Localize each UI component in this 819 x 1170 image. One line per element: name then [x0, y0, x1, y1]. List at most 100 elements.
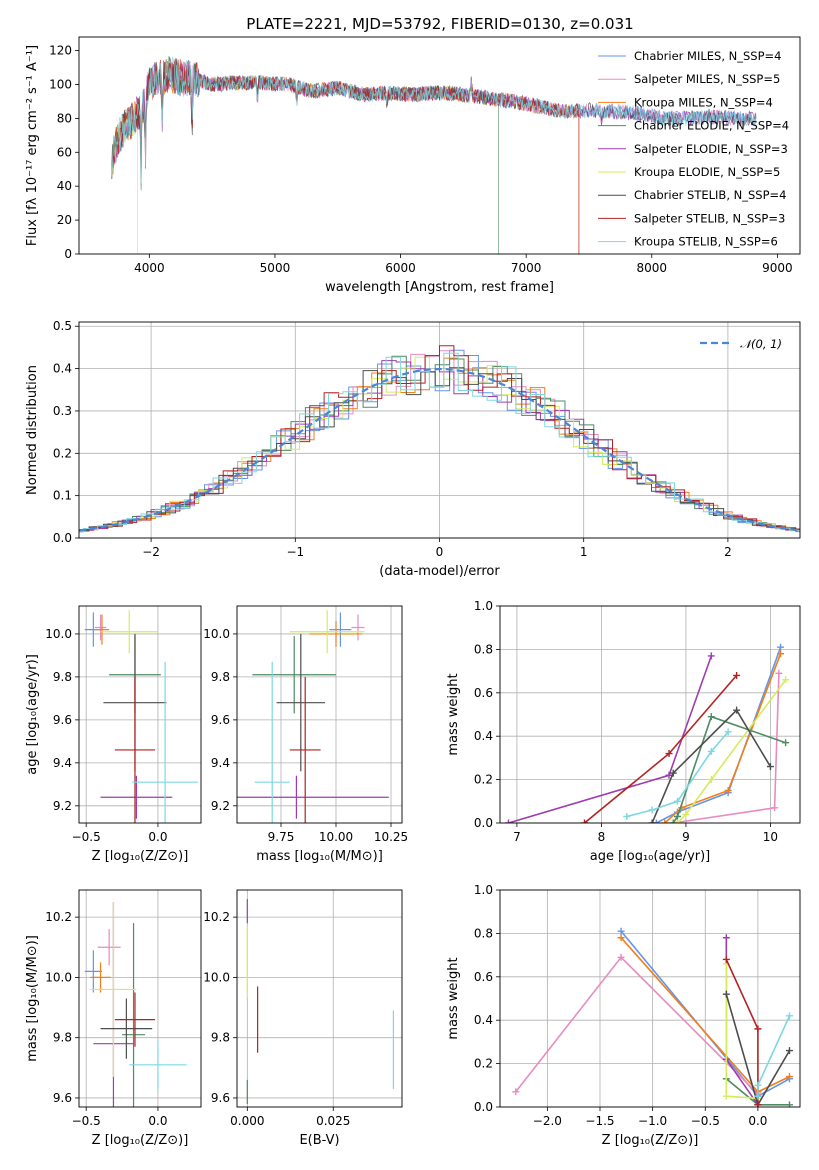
weight-marker [722, 1092, 730, 1100]
y-tick-label: 9.6 [211, 713, 230, 727]
y-tick-label: 0.4 [474, 729, 493, 743]
x-axis-label: Z [log₁₀(Z/Z⊙)] [602, 1133, 699, 1148]
x-tick-label: 0.0 [748, 1114, 767, 1128]
weight-marker [617, 934, 625, 942]
x-tick-label: 9.75 [268, 830, 295, 844]
x-axis-label: (data-model)/error [379, 564, 500, 579]
weight-marker [665, 771, 673, 779]
axes-frame [78, 889, 202, 1108]
y-tick-label: 9.8 [53, 1031, 72, 1045]
y-tick-label: 1.0 [474, 599, 493, 613]
weight-marker [673, 819, 681, 823]
plot-area [237, 610, 389, 823]
weight-line [725, 937, 759, 1106]
y-tick-label: 1.0 [474, 883, 493, 897]
panel-mass-vs-ebv: 0.000 0.025 9.6 9.8 10.0 10.2 E(B-V) [203, 889, 403, 1148]
y-tick-label: 0.0 [474, 816, 493, 830]
y-tick-label: 0.8 [474, 926, 493, 940]
y-tick-label: 0.8 [474, 642, 493, 656]
weight-marker [623, 812, 631, 820]
x-tick-label: 9 [682, 830, 690, 844]
y-tick-label: 9.2 [211, 799, 230, 813]
y-tick-label: 9.6 [211, 1091, 230, 1105]
x-tick-label: 0.0 [148, 830, 167, 844]
x-tick-label: 7000 [511, 261, 542, 275]
y-tick-label: 0.6 [474, 970, 493, 984]
spectrum-series-line [111, 56, 757, 184]
weight-marker [766, 763, 774, 771]
y-tick-label: 9.8 [211, 670, 230, 684]
weight-marker [733, 706, 741, 714]
weight-marker [777, 643, 785, 651]
y-tick-label: 0.6 [474, 686, 493, 700]
y-tick-label: 9.4 [211, 756, 230, 770]
legend-label: Kroupa ELODIE, N_SSP=5 [634, 165, 780, 179]
figure-title: PLATE=2221, MJD=53792, FIBERID=0130, z=0… [246, 15, 633, 33]
x-tick-label: 0.000 [230, 1114, 264, 1128]
x-tick-label: 8000 [637, 261, 668, 275]
x-tick-label: 0 [436, 545, 444, 559]
y-tick-label: 100 [49, 77, 72, 91]
x-tick-label: 9000 [762, 261, 793, 275]
legend-label: Kroupa MILES, N_SSP=4 [634, 95, 773, 109]
weight-marker [724, 786, 732, 794]
plot-area [111, 56, 757, 254]
x-axis-label: Z [log₁₀(Z/Z⊙)] [92, 1133, 189, 1148]
y-tick-label: 0.0 [474, 1100, 493, 1114]
weight-line [651, 708, 772, 823]
weight-line [676, 679, 787, 823]
y-tick-label: 60 [57, 145, 72, 159]
plot-area [512, 927, 793, 1107]
weight-marker [648, 806, 656, 814]
y-tick-label: 0.2 [474, 773, 493, 787]
x-tick-label: 6000 [385, 261, 416, 275]
x-tick-label: 1 [580, 545, 588, 559]
legend-label: 𝒩(0, 1) [740, 337, 782, 351]
weight-marker [722, 990, 730, 998]
weight-marker [754, 1101, 762, 1107]
weight-marker [504, 819, 512, 823]
axes-frame [78, 605, 202, 824]
weight-marker [707, 747, 715, 755]
legend-label: Kroupa STELIB, N_SSP=6 [634, 235, 778, 249]
y-axis-label: mass [log₁₀(M/M⊙)] [25, 935, 40, 1062]
weight-marker [775, 669, 783, 677]
legend-label: Chabrier MILES, N_SSP=4 [634, 49, 781, 63]
plot-area [79, 345, 800, 533]
y-tick-label: 0.1 [53, 489, 72, 503]
weight-marker [673, 812, 681, 820]
y-axis-label: Normed distribution [25, 365, 40, 495]
weight-marker [733, 671, 741, 679]
x-tick-label: 0.0 [148, 1114, 167, 1128]
y-tick-label: 10.0 [45, 970, 72, 984]
y-tick-label: 9.8 [53, 670, 72, 684]
y-tick-label: 0.2 [53, 446, 72, 460]
axes-frame [78, 36, 801, 255]
y-tick-label: 120 [49, 44, 72, 58]
x-tick-label: 0.025 [316, 1114, 350, 1128]
weight-marker [673, 797, 681, 805]
x-tick-label: −0.5 [691, 1114, 720, 1128]
plot-area [246, 899, 395, 1104]
weight-marker [707, 713, 715, 721]
x-tick-label: 10.00 [319, 830, 353, 844]
weight-marker [754, 1092, 762, 1100]
panel-massweight-vs-age: 7 8 9 10 0.0 0.2 0.4 0.6 0.8 1.0 age [log₁₀(age/yr… [446, 599, 801, 864]
panel-mass-vs-z: −0.5 0.0 9.6 9.8 10.0 10.2 Z [log₁₀(Z/Z⊙)] mass… [25, 889, 202, 1148]
y-tick-label: 80 [57, 111, 72, 125]
x-axis-label: age [log₁₀(age/yr)] [590, 849, 711, 864]
weight-marker [707, 652, 715, 660]
x-tick-label: −1 [286, 545, 304, 559]
panel-residuals: −2 −1 0 1 2 0.0 0.1 0.2 0.3 0.4 0.5 (data-model)/er… [25, 319, 801, 579]
legend-label: Chabrier ELODIE, N_SSP=4 [634, 119, 789, 133]
x-tick-label: −2.0 [533, 1114, 562, 1128]
weight-marker [782, 676, 790, 684]
panel-spectrum: 4000 5000 6000 7000 8000 9000 0 20 40 60 80 100 120 w… [25, 36, 801, 295]
x-axis-label: Z [log₁₀(Z/Z⊙)] [92, 849, 189, 864]
y-tick-label: 0.5 [53, 319, 72, 333]
weight-marker [648, 819, 656, 823]
y-tick-label: 0.4 [53, 362, 72, 376]
plot-area [84, 902, 187, 1107]
y-tick-label: 9.2 [53, 799, 72, 813]
y-tick-label: 9.8 [211, 1031, 230, 1045]
